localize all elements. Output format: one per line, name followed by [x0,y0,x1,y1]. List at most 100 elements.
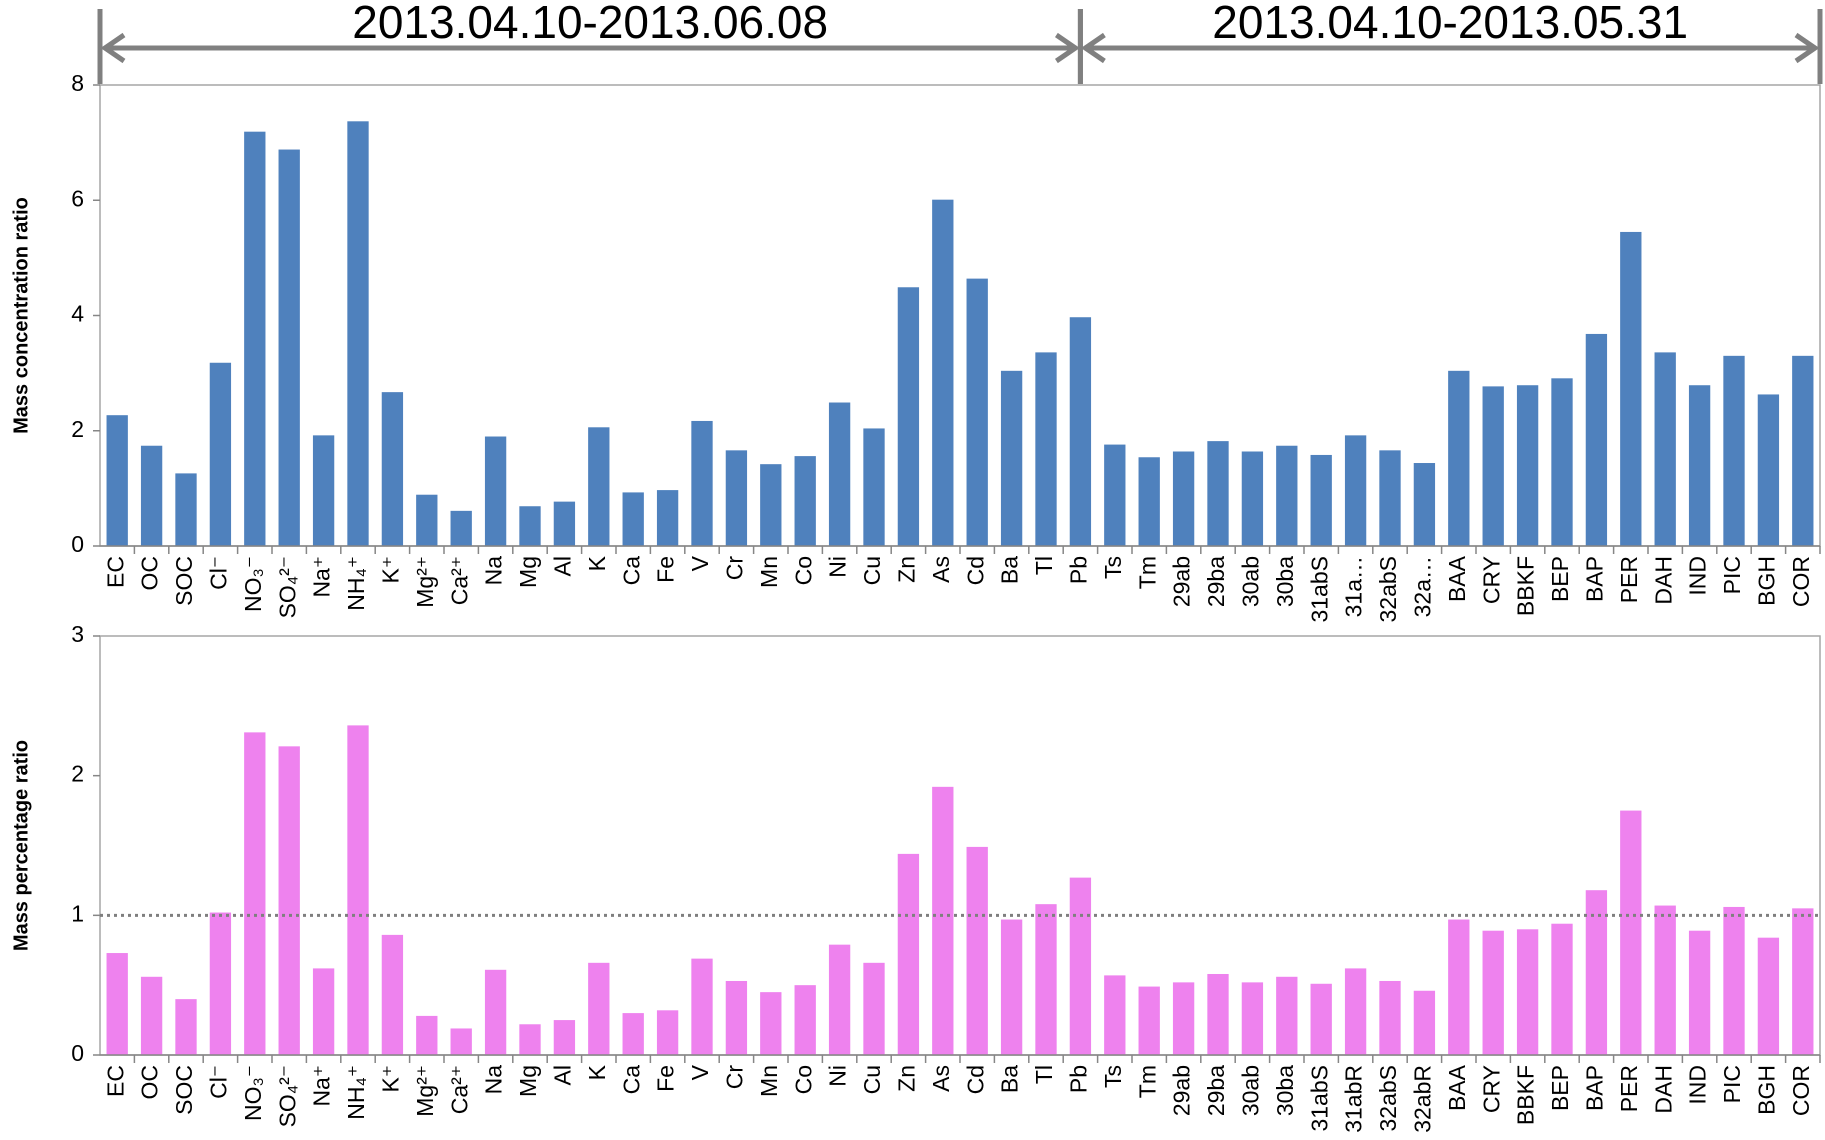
x-tick-label: 30ba [1272,556,1298,607]
x-tick-label: BAA [1444,555,1470,602]
bar [1688,385,1711,546]
x-tick-label: BAA [1444,1064,1470,1111]
x-tick-label: 31abR [1341,1065,1367,1133]
bar [1000,919,1023,1055]
bar [381,392,404,546]
x-tick-label: EC [102,1065,128,1097]
bar [1516,929,1539,1055]
x-tick-label: V [687,555,713,571]
bar [1723,355,1745,546]
x-tick-label: Pb [1065,556,1091,584]
bar [1138,986,1160,1055]
bar [553,1020,576,1055]
x-tick-label: 29ab [1169,556,1195,607]
x-tick-label: Mg [515,556,541,588]
x-tick-label: Tl [1031,556,1057,575]
bar [1172,982,1195,1055]
bar [416,1015,438,1055]
x-tick-label: Na [481,1065,507,1095]
x-tick-label: As [928,556,954,583]
x-tick-label: Mg [515,1065,541,1097]
span-label: 2013.04.10-2013.06.08 [352,0,828,48]
x-tick-label: 29ab [1169,1065,1195,1116]
x-tick-label: Al [549,1065,575,1085]
bar [1104,975,1126,1055]
bar [691,420,713,546]
bar [794,985,816,1055]
x-tick-label: PER [1616,1065,1642,1112]
bar [1276,445,1298,546]
x-tick-label: Co [790,556,816,585]
bar [312,968,335,1055]
x-tick-label: PIC [1719,556,1745,594]
x-tick-label: Ni [825,1065,851,1087]
x-tick-label: PER [1616,556,1642,603]
bar [1104,444,1126,546]
bar [897,853,920,1055]
x-tick-label: 31abS [1306,556,1332,623]
bar [1448,919,1470,1055]
x-tick-label: 32a… [1409,556,1435,617]
x-tick-label: 32abR [1409,1065,1435,1133]
bar [1344,435,1367,546]
x-tick-label: Zn [893,1065,919,1092]
x-tick-label: Al [549,556,575,576]
x-tick-label: BGH [1753,1065,1779,1115]
bar [725,980,748,1055]
bar [1379,980,1401,1055]
x-tick-label: Ts [1100,556,1126,579]
bar [1585,890,1608,1055]
bar [1413,463,1436,546]
x-tick-label: 31a… [1341,556,1367,617]
bar [484,436,507,546]
bar [691,958,713,1055]
y-tick-label: 0 [71,531,84,557]
bar [1310,454,1332,546]
bar [1310,983,1332,1055]
bar [484,969,507,1055]
x-tick-label: BEP [1547,1065,1573,1111]
x-tick-label: Fe [653,1065,679,1092]
x-tick-label: Ca [618,556,644,586]
x-tick-label: Cd [962,556,988,585]
bar [1620,231,1642,546]
x-tick-label: K⁺ [377,1065,403,1092]
y-axis-title: Mass percentage ratio [10,740,32,951]
x-tick-label: CRY [1478,1065,1504,1113]
x-tick-label: Ni [825,556,851,578]
x-tick-label: IND [1685,556,1711,596]
bar [1516,385,1539,546]
x-tick-label: K [584,555,610,571]
bar [1757,937,1780,1055]
bar [450,510,472,546]
bar [656,1010,679,1055]
x-tick-label: COR [1788,556,1814,607]
x-tick-label: Ts [1100,1065,1126,1088]
bar [381,934,404,1055]
bar [1620,810,1642,1055]
bar [1757,394,1780,546]
bar [416,494,438,546]
bar [622,492,644,546]
x-tick-label: Cr [721,1065,747,1090]
x-tick-label: CRY [1478,556,1504,604]
x-tick-label: Ca²⁺ [446,556,472,605]
x-tick-label: BEP [1547,556,1573,602]
bar [1207,441,1229,546]
x-tick-label: Cd [962,1065,988,1094]
x-tick-label: SOC [171,1065,197,1115]
bar [1138,457,1160,546]
bar [1688,930,1711,1055]
x-tick-label: EC [102,556,128,588]
bar [312,435,335,546]
bar [794,456,816,546]
x-tick-label: Na⁺ [309,1065,335,1107]
x-tick-label: Zn [893,556,919,583]
x-tick-label: SOC [171,556,197,606]
x-tick-label: NH₄⁺ [343,1065,369,1120]
bar [1654,352,1676,546]
x-tick-label: NO₃⁻ [240,556,266,612]
bar [863,428,885,546]
bar [760,992,782,1055]
